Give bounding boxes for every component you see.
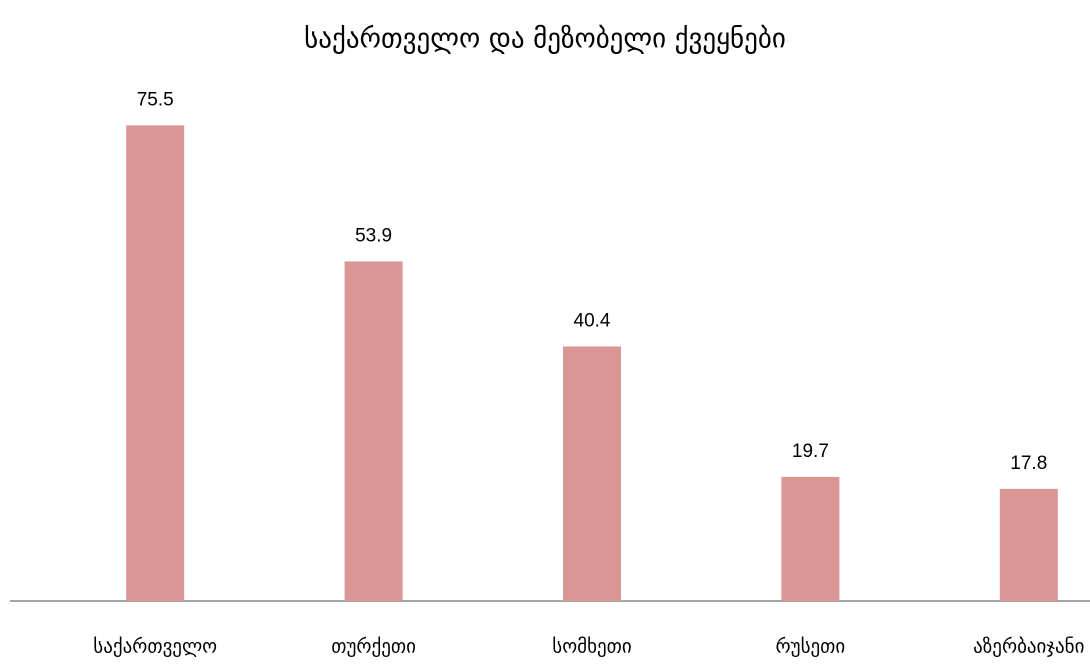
data-label: 40.4	[574, 310, 611, 331]
x-tick-label: რუსეთი	[776, 636, 846, 658]
bar	[999, 488, 1058, 601]
bar	[344, 261, 403, 601]
x-tick-label: აზერბაიჯანი	[973, 636, 1084, 658]
x-tick-label: თურქეთი	[331, 636, 416, 658]
data-label: 17.8	[1010, 453, 1047, 474]
x-tick-label: სომხეთი	[552, 636, 631, 658]
bar	[781, 476, 840, 601]
data-label: 75.5	[137, 89, 174, 110]
x-tick-label: საქართველო	[93, 636, 217, 658]
chart-title: საქართველო და მეზობელი ქვეყნები	[304, 24, 786, 55]
bar	[126, 125, 185, 601]
bar	[563, 346, 621, 601]
data-label: 53.9	[355, 225, 392, 246]
data-label: 19.7	[792, 441, 829, 462]
